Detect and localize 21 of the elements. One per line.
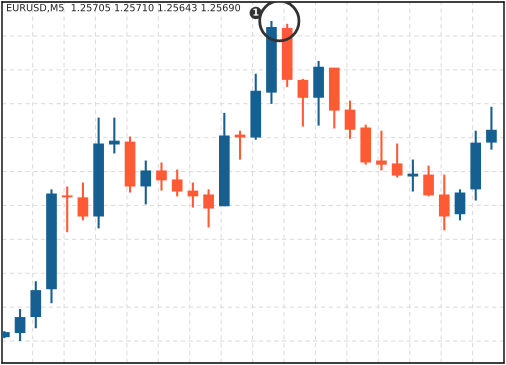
- candlestick: [109, 116, 120, 155]
- candlestick: [156, 161, 167, 192]
- candlestick: [172, 168, 183, 198]
- candlestick: [454, 188, 466, 222]
- text: 1: [253, 8, 258, 16]
- candlestick: [423, 164, 434, 198]
- candlestick: [392, 142, 402, 179]
- candlestick: [298, 78, 308, 128]
- candlestick: [408, 158, 418, 193]
- candlestick: [140, 159, 152, 206]
- candlestick: [376, 130, 387, 172]
- candlestick: [203, 188, 214, 228]
- candlestick: [438, 174, 450, 232]
- candlestick: [188, 182, 198, 209]
- candlestick: [344, 100, 356, 140]
- candlestick: [234, 130, 246, 161]
- candlestick: [62, 185, 73, 234]
- candlestick: [78, 182, 88, 222]
- candlestick: [14, 308, 26, 342]
- candlestick: [486, 106, 497, 151]
- chart-title: EURUSD,M5 1.25705 1.25710 1.25643 1.25690: [6, 4, 240, 12]
